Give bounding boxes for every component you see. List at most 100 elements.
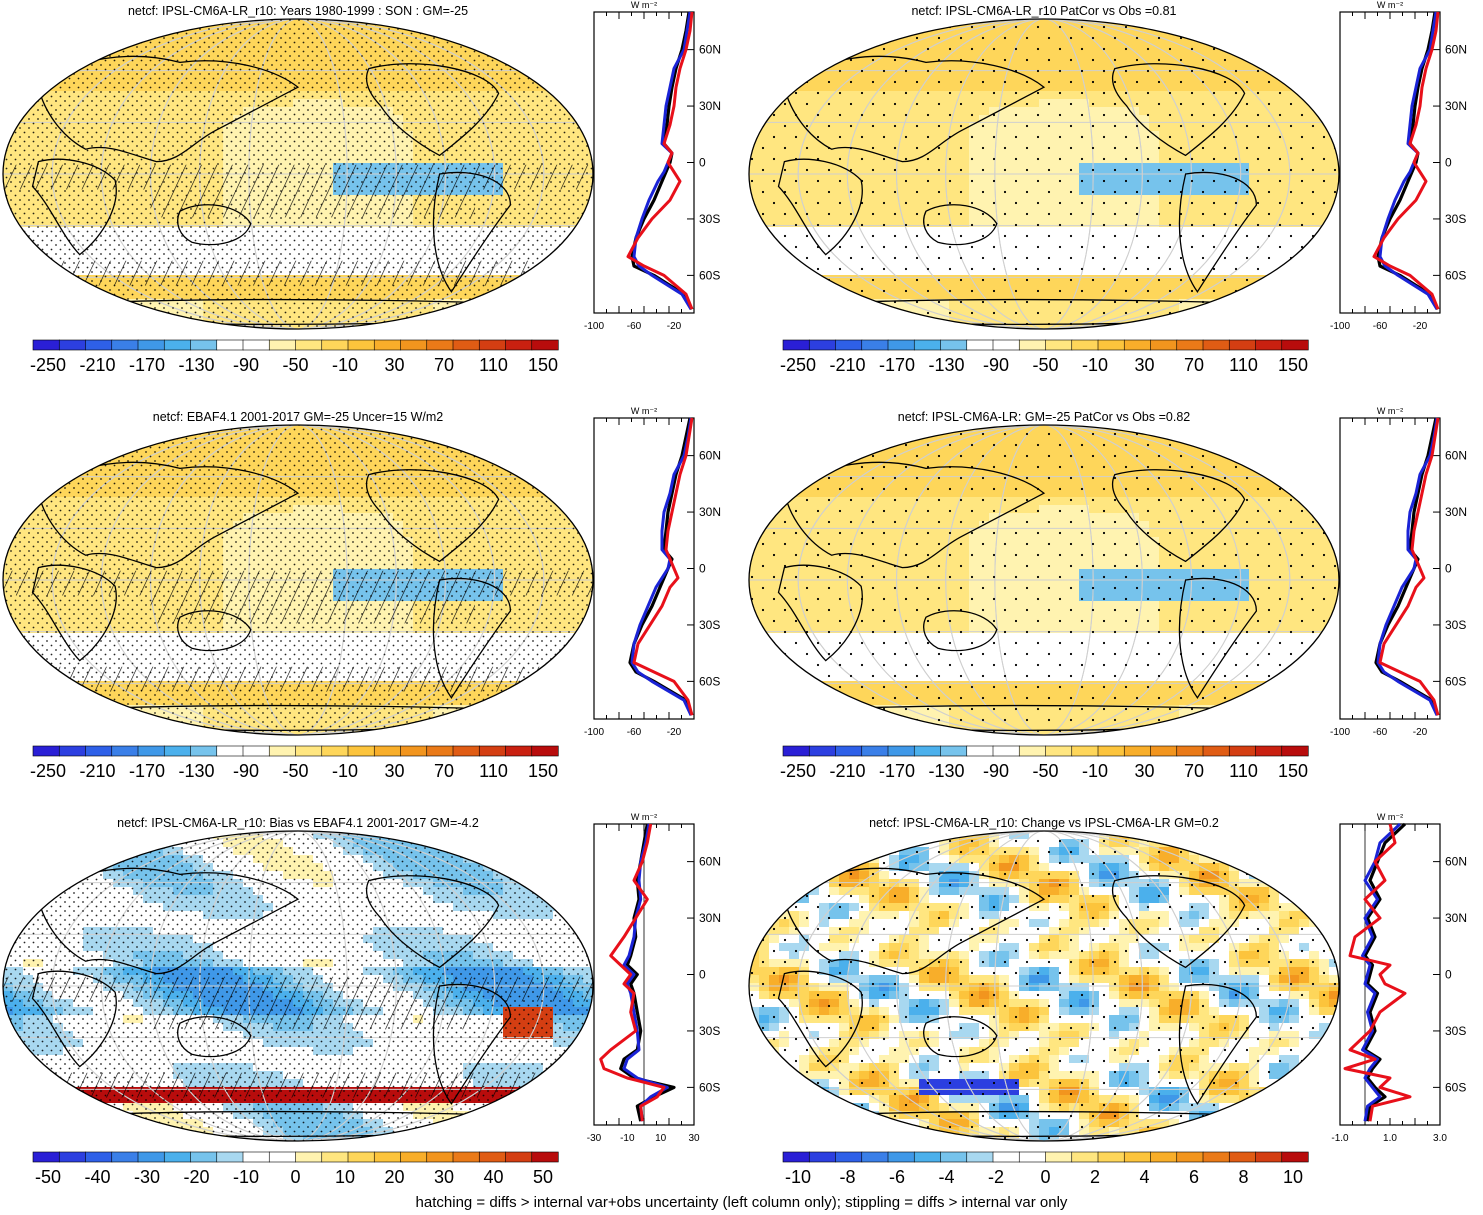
colorbar-swatch xyxy=(111,339,139,351)
map-border xyxy=(748,830,1340,1142)
colorbar-swatch xyxy=(1097,1151,1125,1163)
colorbar-label: 70 xyxy=(434,355,454,375)
colorbar-swatch xyxy=(426,1151,454,1163)
lat-tick-label: 60N xyxy=(1445,855,1467,869)
lat-tick-label: 30S xyxy=(699,618,720,632)
x-tick-label: -100 xyxy=(1330,321,1350,332)
lat-tick-label: 30S xyxy=(1445,1024,1466,1038)
colorbar-swatch xyxy=(58,339,87,351)
x-tick-label: -60 xyxy=(627,727,642,738)
colorbar-swatch xyxy=(58,1151,87,1163)
x-tick-label: -30 xyxy=(587,1133,602,1144)
x-tick-label: -60 xyxy=(1373,727,1388,738)
colorbar-swatch xyxy=(966,745,994,757)
colorbar-label: -8 xyxy=(839,1167,855,1187)
colorbar-swatch xyxy=(1045,1151,1073,1163)
map-border xyxy=(2,830,594,1142)
colorbar-label: -50 xyxy=(1032,355,1058,375)
colorbar-swatch xyxy=(1228,1151,1257,1163)
units-label: W m⁻² xyxy=(631,406,657,416)
colorbar-swatch xyxy=(373,745,402,757)
lat-tick-label: 30N xyxy=(1445,99,1467,113)
colorbar-label: 70 xyxy=(1184,761,1204,781)
zonal-profile-p5: W m⁻² 60N 30N 0 30S 60S -30 -10 10 30 xyxy=(587,812,721,1144)
colorbar-label: -50 xyxy=(282,355,308,375)
zonal-profile-p3: W m⁻² 60N 30N 0 30S 60S -100 -60 -20 xyxy=(584,406,721,738)
colorbar-label: 2 xyxy=(1090,1167,1100,1187)
colorbar-label: 110 xyxy=(479,355,508,375)
panel-title: netcf: IPSL-CM6A-LR_r10: Bias vs EBAF4.1… xyxy=(117,816,479,830)
colorbar-main: -250 -210 -170 -130 -90 -50 -10 30 70 110 150 xyxy=(780,339,1309,375)
colorbar-swatch xyxy=(782,1151,810,1163)
colorbar-swatch xyxy=(190,339,218,351)
colorbar-swatch xyxy=(400,339,428,351)
colorbar-swatch xyxy=(1097,745,1125,757)
colorbar-label: 30 xyxy=(384,761,404,781)
colorbar-label: -4 xyxy=(938,1167,954,1187)
units-label: W m⁻² xyxy=(1377,812,1403,822)
colorbar-label: -170 xyxy=(879,355,915,375)
colorbar-swatch xyxy=(835,339,863,351)
colorbar-swatch xyxy=(1097,339,1125,351)
colorbar-swatch xyxy=(216,1151,244,1163)
colorbar-main: -250 -210 -170 -130 -90 -50 -10 30 70 110 150 xyxy=(30,745,559,781)
colorbar-label: 110 xyxy=(1229,355,1258,375)
colorbar-swatch xyxy=(1071,745,1099,757)
colorbar-main: -250 -210 -170 -130 -90 -50 -10 30 70 110 150 xyxy=(30,339,559,375)
colorbar-label: 0 xyxy=(290,1167,300,1187)
x-tick-label: 10 xyxy=(655,1133,667,1144)
colorbar-label: -250 xyxy=(30,355,66,375)
map-p3 xyxy=(2,424,594,736)
x-tick-label: 1.0 xyxy=(1383,1133,1397,1144)
colorbar-swatch xyxy=(1123,1151,1152,1163)
colorbar-swatch xyxy=(531,1151,559,1163)
lat-tick-label: 60N xyxy=(1445,43,1467,57)
lat-tick-label: 60S xyxy=(699,268,720,282)
units-label: W m⁻² xyxy=(631,812,657,822)
colorbar-swatch xyxy=(347,1151,375,1163)
colorbar-label: -130 xyxy=(928,761,964,781)
colorbar-swatch xyxy=(913,1151,942,1163)
colorbar-swatch xyxy=(808,745,837,757)
colorbar-label: -130 xyxy=(178,761,214,781)
colorbar-swatch xyxy=(242,339,270,351)
colorbar-swatch xyxy=(1018,745,1047,757)
colorbar-label: -170 xyxy=(129,355,165,375)
colorbar-swatch xyxy=(1071,339,1099,351)
colorbar-swatch xyxy=(1018,1151,1047,1163)
lat-tick-label: 30S xyxy=(699,1024,720,1038)
colorbar-swatch xyxy=(58,745,87,757)
panel-title: netcf: IPSL-CM6A-LR_r10 PatCor vs Obs =0… xyxy=(911,4,1176,18)
stippling xyxy=(749,19,1339,329)
colorbar-swatch xyxy=(940,745,968,757)
colorbar-swatch xyxy=(216,745,244,757)
colorbar-swatch xyxy=(426,339,454,351)
colorbar-swatch xyxy=(1255,1151,1283,1163)
colorbar-swatch xyxy=(32,339,60,351)
colorbar-swatch xyxy=(190,745,218,757)
colorbar-label: -10 xyxy=(332,761,358,781)
colorbar-label: -40 xyxy=(84,1167,110,1187)
x-tick-label: -60 xyxy=(1373,321,1388,332)
colorbar-label: 110 xyxy=(479,761,508,781)
colorbar-swatch xyxy=(782,339,810,351)
profile-line-obs xyxy=(1378,417,1440,716)
profile-line-model2 xyxy=(1376,417,1439,716)
colorbar-label: -90 xyxy=(233,355,259,375)
colorbar-swatch xyxy=(321,1151,349,1163)
profile-line-model xyxy=(1376,11,1440,310)
colorbar-label: 10 xyxy=(1283,1167,1303,1187)
lat-tick-label: 0 xyxy=(1445,156,1452,170)
lat-tick-label: 30N xyxy=(699,911,721,925)
colorbar-label: -210 xyxy=(79,761,115,781)
colorbar-swatch xyxy=(1123,339,1152,351)
lat-tick-label: 30N xyxy=(699,505,721,519)
colorbar-label: -210 xyxy=(829,761,865,781)
colorbar-label: -2 xyxy=(988,1167,1004,1187)
colorbar-label: -10 xyxy=(332,355,358,375)
map-p2 xyxy=(748,18,1340,330)
lat-tick-label: 60N xyxy=(699,855,721,869)
colorbar-swatch xyxy=(1281,745,1309,757)
x-tick-label: -60 xyxy=(627,321,642,332)
colorbar-swatch xyxy=(268,339,297,351)
